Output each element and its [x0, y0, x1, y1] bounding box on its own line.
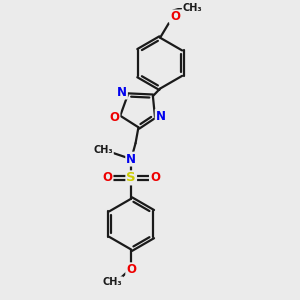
Text: N: N — [126, 153, 136, 166]
Text: O: O — [170, 11, 180, 23]
Text: S: S — [126, 171, 136, 184]
Text: O: O — [126, 263, 136, 276]
Text: O: O — [110, 111, 119, 124]
Text: O: O — [103, 171, 112, 184]
Text: CH₃: CH₃ — [183, 3, 202, 13]
Text: O: O — [150, 171, 160, 184]
Text: CH₃: CH₃ — [93, 145, 113, 155]
Text: CH₃: CH₃ — [103, 277, 122, 287]
Text: N: N — [117, 85, 127, 98]
Text: N: N — [156, 110, 166, 123]
